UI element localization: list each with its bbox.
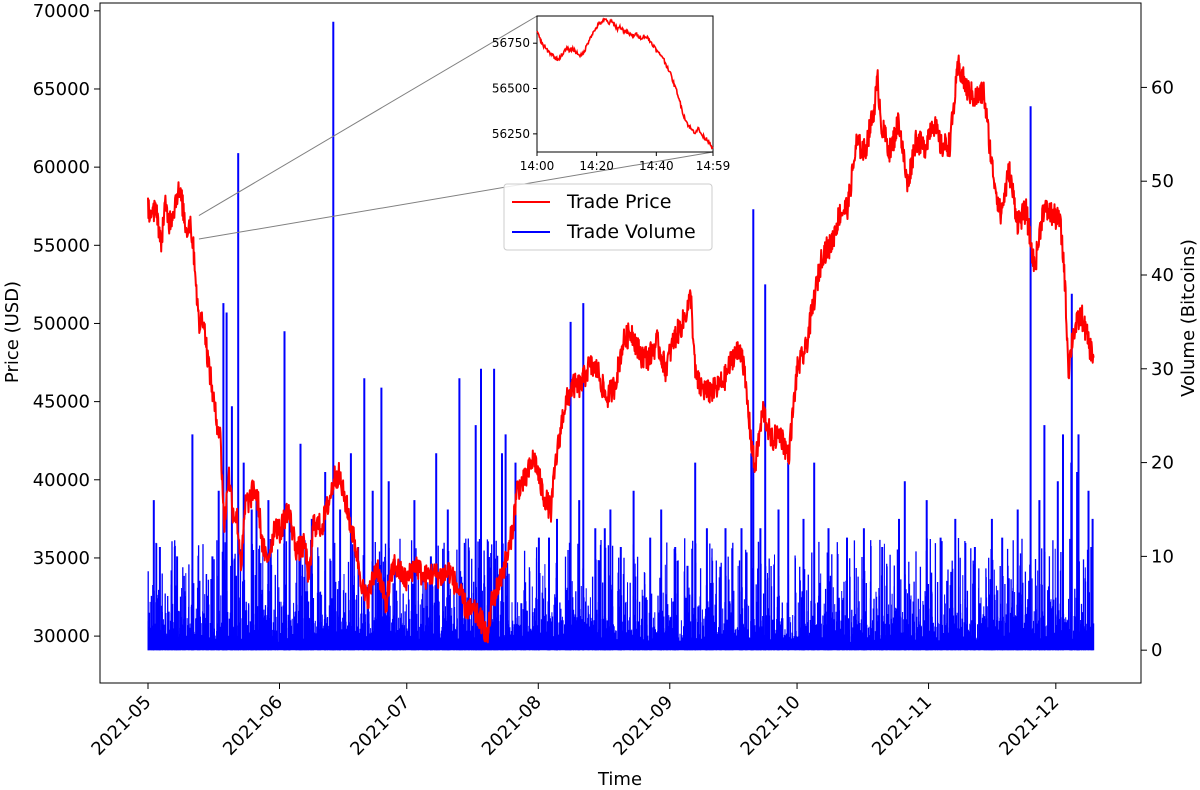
left-y-axis: 30000 35000 40000 45000 50000 55000 60000 65000… xyxy=(33,1,100,647)
right-y-tick-label: 30 xyxy=(1151,359,1174,380)
inset-y-tick-label: 56500 xyxy=(492,82,530,96)
inset-x-tick-label: 14:20 xyxy=(579,159,614,173)
trade-volume-series xyxy=(147,21,1095,651)
inset-price-series xyxy=(536,17,714,150)
inset-price-line xyxy=(536,17,714,150)
left-y-tick-label: 35000 xyxy=(33,548,90,569)
legend: Trade Price Trade Volume xyxy=(503,183,713,251)
legend-box xyxy=(503,183,713,251)
inset-x-tick-label: 14:40 xyxy=(639,159,674,173)
right-y-axis-title: Volume (Bitcoins) xyxy=(1178,239,1199,397)
right-y-tick-label: 20 xyxy=(1151,453,1174,474)
left-y-tick-label: 70000 xyxy=(33,1,90,22)
trade-price-series xyxy=(147,54,1095,644)
left-y-tick-label: 55000 xyxy=(33,235,90,256)
right-y-tick-label: 10 xyxy=(1151,546,1174,567)
left-y-axis-title: Price (USD) xyxy=(2,281,23,383)
inset-x-axis: 14:00 14:20 14:40 14:59 xyxy=(520,152,731,173)
inset-x-tick-label: 14:00 xyxy=(520,159,555,173)
left-y-tick-label: 50000 xyxy=(33,313,90,334)
left-y-tick-label: 40000 xyxy=(33,470,90,491)
legend-label-trade-volume: Trade Volume xyxy=(566,221,696,243)
inset-y-axis: 56250 56500 56750 xyxy=(492,36,537,141)
volume-minor-spikes xyxy=(147,538,1087,651)
inset-frame xyxy=(536,15,714,153)
inset-connector-bottom xyxy=(198,151,714,240)
legend-label-trade-price: Trade Price xyxy=(566,191,671,213)
inset-connector-lines xyxy=(198,15,714,240)
right-y-tick-label: 60 xyxy=(1151,77,1174,98)
left-y-tick-label: 30000 xyxy=(33,626,90,647)
plot-frame xyxy=(99,2,1142,684)
x-axis-title: Time xyxy=(597,769,642,790)
right-y-tick-label: 50 xyxy=(1151,171,1174,192)
left-y-tick-label: 65000 xyxy=(33,79,90,100)
left-y-tick-label: 60000 xyxy=(33,157,90,178)
right-y-axis: 0 10 20 30 40 50 60 xyxy=(1141,77,1174,661)
inset-y-tick-label: 56250 xyxy=(492,127,530,141)
price-line xyxy=(147,54,1095,644)
inset-y-tick-label: 56750 xyxy=(492,36,530,50)
inset-chart: 56250 56500 56750 14:00 14:20 14:40 14:59 xyxy=(492,15,731,173)
inset-connector-top xyxy=(198,15,538,217)
left-y-tick-label: 45000 xyxy=(33,392,90,413)
right-y-tick-label: 40 xyxy=(1151,265,1174,286)
inset-x-tick-label: 14:59 xyxy=(696,159,731,173)
right-y-tick-label: 0 xyxy=(1151,640,1162,661)
